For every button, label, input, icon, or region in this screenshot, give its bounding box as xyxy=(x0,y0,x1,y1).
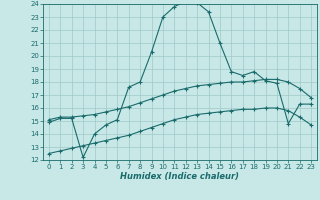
X-axis label: Humidex (Indice chaleur): Humidex (Indice chaleur) xyxy=(121,172,239,181)
